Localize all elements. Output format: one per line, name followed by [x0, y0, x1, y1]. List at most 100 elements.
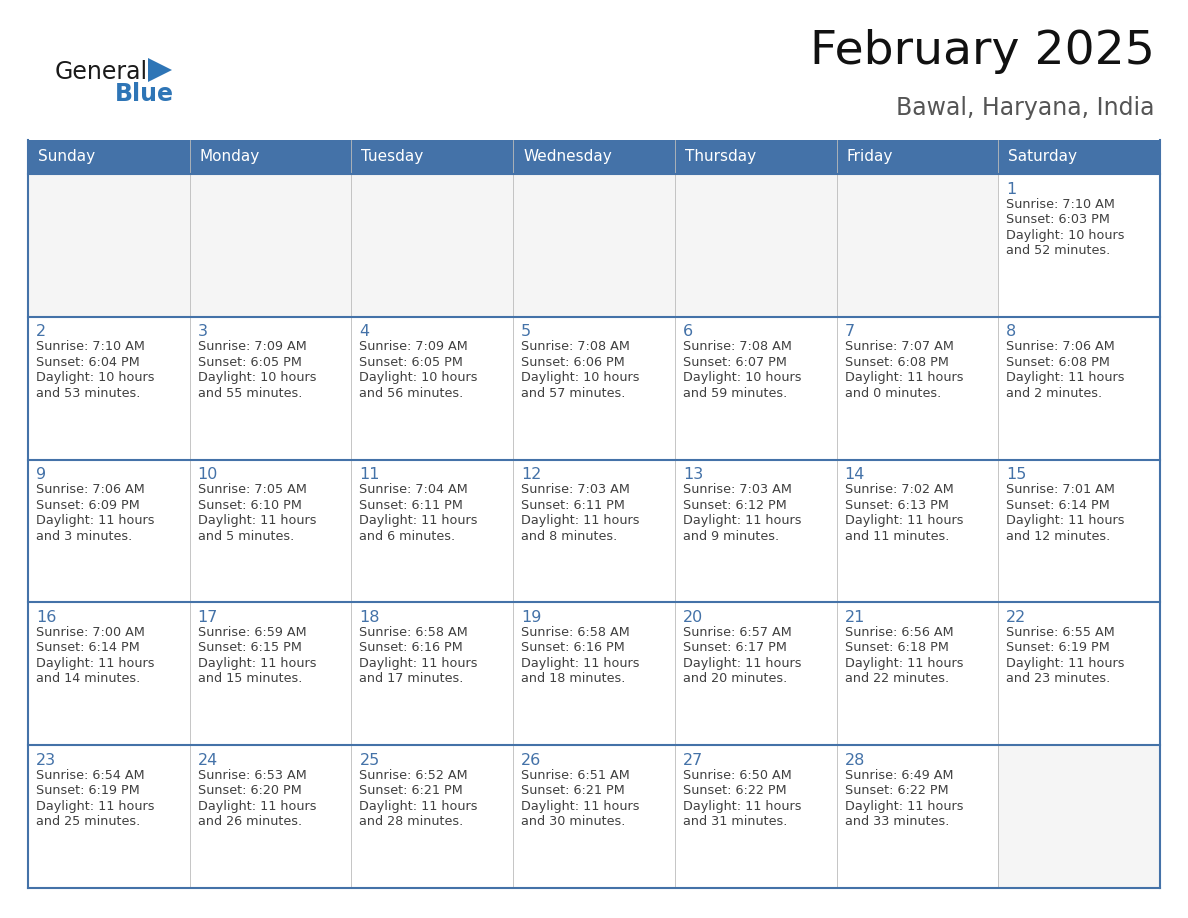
Text: Sunset: 6:15 PM: Sunset: 6:15 PM: [197, 642, 302, 655]
Bar: [998, 460, 1159, 602]
Bar: [29, 745, 190, 888]
Text: and 20 minutes.: and 20 minutes.: [683, 672, 788, 686]
Text: and 12 minutes.: and 12 minutes.: [1006, 530, 1111, 543]
Text: and 3 minutes.: and 3 minutes.: [36, 530, 132, 543]
Text: Daylight: 11 hours: Daylight: 11 hours: [1006, 514, 1125, 527]
Text: Daylight: 10 hours: Daylight: 10 hours: [36, 371, 154, 385]
Text: 4: 4: [360, 324, 369, 340]
Text: Sunset: 6:16 PM: Sunset: 6:16 PM: [522, 642, 625, 655]
Bar: [675, 745, 836, 888]
Text: Sunset: 6:07 PM: Sunset: 6:07 PM: [683, 356, 786, 369]
Text: Sunset: 6:11 PM: Sunset: 6:11 PM: [522, 498, 625, 511]
Bar: [29, 174, 190, 317]
Text: Sunset: 6:05 PM: Sunset: 6:05 PM: [360, 356, 463, 369]
Bar: [190, 317, 352, 460]
Text: Sunrise: 7:05 AM: Sunrise: 7:05 AM: [197, 483, 307, 496]
Text: Sunset: 6:22 PM: Sunset: 6:22 PM: [845, 784, 948, 797]
Text: Sunrise: 7:04 AM: Sunrise: 7:04 AM: [360, 483, 468, 496]
Text: and 56 minutes.: and 56 minutes.: [360, 386, 463, 400]
Text: 2: 2: [36, 324, 46, 340]
Text: Daylight: 11 hours: Daylight: 11 hours: [522, 514, 639, 527]
Bar: [513, 174, 675, 317]
Bar: [836, 745, 998, 888]
Text: Sunrise: 6:59 AM: Sunrise: 6:59 AM: [197, 626, 307, 639]
Text: and 33 minutes.: and 33 minutes.: [845, 815, 949, 828]
Bar: [836, 174, 998, 317]
Bar: [190, 745, 352, 888]
Text: Sunset: 6:21 PM: Sunset: 6:21 PM: [360, 784, 463, 797]
Text: Thursday: Thursday: [684, 150, 756, 164]
Text: Friday: Friday: [847, 150, 893, 164]
Text: and 30 minutes.: and 30 minutes.: [522, 815, 626, 828]
Text: 9: 9: [36, 467, 46, 482]
Text: and 59 minutes.: and 59 minutes.: [683, 386, 788, 400]
Bar: [352, 317, 513, 460]
Text: 27: 27: [683, 753, 703, 767]
Text: Sunset: 6:14 PM: Sunset: 6:14 PM: [36, 642, 140, 655]
Text: Sunset: 6:19 PM: Sunset: 6:19 PM: [36, 784, 140, 797]
Text: Sunrise: 7:10 AM: Sunrise: 7:10 AM: [36, 341, 145, 353]
Text: 24: 24: [197, 753, 217, 767]
Text: Sunrise: 7:07 AM: Sunrise: 7:07 AM: [845, 341, 954, 353]
Text: and 55 minutes.: and 55 minutes.: [197, 386, 302, 400]
Text: Sunset: 6:13 PM: Sunset: 6:13 PM: [845, 498, 948, 511]
Text: Sunrise: 7:09 AM: Sunrise: 7:09 AM: [360, 341, 468, 353]
Text: Sunset: 6:22 PM: Sunset: 6:22 PM: [683, 784, 786, 797]
Text: Sunrise: 7:08 AM: Sunrise: 7:08 AM: [522, 341, 630, 353]
Text: Sunset: 6:05 PM: Sunset: 6:05 PM: [197, 356, 302, 369]
Text: Sunset: 6:04 PM: Sunset: 6:04 PM: [36, 356, 140, 369]
Bar: [513, 460, 675, 602]
Text: and 31 minutes.: and 31 minutes.: [683, 815, 788, 828]
Text: Daylight: 11 hours: Daylight: 11 hours: [683, 657, 802, 670]
Bar: [29, 317, 190, 460]
Text: 15: 15: [1006, 467, 1026, 482]
Bar: [29, 460, 190, 602]
Text: Tuesday: Tuesday: [361, 150, 424, 164]
Text: Sunset: 6:06 PM: Sunset: 6:06 PM: [522, 356, 625, 369]
Text: Daylight: 11 hours: Daylight: 11 hours: [360, 657, 478, 670]
Text: 1: 1: [1006, 182, 1017, 196]
Bar: [513, 602, 675, 745]
Text: and 23 minutes.: and 23 minutes.: [1006, 672, 1111, 686]
Text: Sunrise: 6:52 AM: Sunrise: 6:52 AM: [360, 768, 468, 782]
Text: and 15 minutes.: and 15 minutes.: [197, 672, 302, 686]
Text: Sunset: 6:09 PM: Sunset: 6:09 PM: [36, 498, 140, 511]
Text: Monday: Monday: [200, 150, 260, 164]
Text: 5: 5: [522, 324, 531, 340]
Text: Sunset: 6:17 PM: Sunset: 6:17 PM: [683, 642, 786, 655]
Text: and 22 minutes.: and 22 minutes.: [845, 672, 949, 686]
Bar: [352, 745, 513, 888]
Text: 3: 3: [197, 324, 208, 340]
Text: Sunrise: 7:01 AM: Sunrise: 7:01 AM: [1006, 483, 1116, 496]
Text: and 0 minutes.: and 0 minutes.: [845, 386, 941, 400]
Text: Sunrise: 7:09 AM: Sunrise: 7:09 AM: [197, 341, 307, 353]
Text: Bawal, Haryana, India: Bawal, Haryana, India: [897, 96, 1155, 120]
Text: Daylight: 11 hours: Daylight: 11 hours: [36, 514, 154, 527]
Bar: [352, 602, 513, 745]
Text: Sunset: 6:11 PM: Sunset: 6:11 PM: [360, 498, 463, 511]
Text: February 2025: February 2025: [810, 29, 1155, 74]
Text: Daylight: 10 hours: Daylight: 10 hours: [1006, 229, 1125, 241]
Text: and 26 minutes.: and 26 minutes.: [197, 815, 302, 828]
Text: 21: 21: [845, 610, 865, 625]
Text: 7: 7: [845, 324, 854, 340]
Text: Blue: Blue: [115, 82, 173, 106]
Text: Daylight: 11 hours: Daylight: 11 hours: [36, 800, 154, 812]
Text: Daylight: 11 hours: Daylight: 11 hours: [845, 657, 963, 670]
Text: Sunset: 6:03 PM: Sunset: 6:03 PM: [1006, 213, 1110, 226]
Bar: [29, 602, 190, 745]
Text: 10: 10: [197, 467, 219, 482]
Bar: [675, 602, 836, 745]
Text: and 53 minutes.: and 53 minutes.: [36, 386, 140, 400]
Text: Daylight: 11 hours: Daylight: 11 hours: [683, 800, 802, 812]
Text: and 8 minutes.: and 8 minutes.: [522, 530, 618, 543]
Text: Daylight: 11 hours: Daylight: 11 hours: [683, 514, 802, 527]
Text: Sunday: Sunday: [38, 150, 95, 164]
Text: 23: 23: [36, 753, 56, 767]
Bar: [675, 174, 836, 317]
Text: Sunrise: 6:53 AM: Sunrise: 6:53 AM: [197, 768, 307, 782]
Text: Daylight: 11 hours: Daylight: 11 hours: [36, 657, 154, 670]
Text: Daylight: 10 hours: Daylight: 10 hours: [522, 371, 639, 385]
Text: Sunrise: 7:03 AM: Sunrise: 7:03 AM: [522, 483, 630, 496]
Text: Sunrise: 7:02 AM: Sunrise: 7:02 AM: [845, 483, 953, 496]
